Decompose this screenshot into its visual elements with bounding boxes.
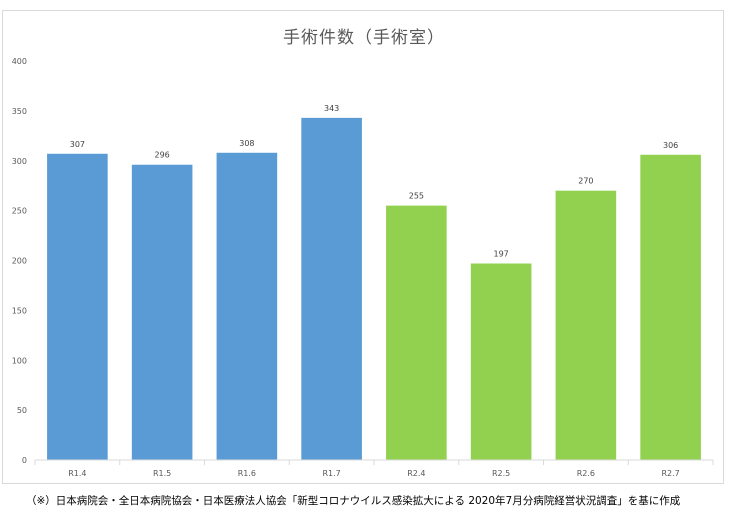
x-tick-label: R1.4 — [68, 469, 86, 478]
x-tick-label: R2.7 — [661, 469, 679, 478]
y-tick-label: 250 — [12, 207, 27, 216]
bar-R2.4 — [386, 205, 447, 460]
x-tick-label: R2.6 — [577, 469, 595, 478]
chart-title: 手術件数（手術室） — [283, 28, 445, 48]
data-label-R1.7: 343 — [324, 104, 339, 113]
bar-R2.7 — [640, 154, 701, 460]
data-label-R1.5: 296 — [154, 151, 169, 160]
x-tick-label: R1.7 — [322, 469, 340, 478]
y-tick-label: 350 — [12, 107, 27, 116]
y-tick-label: 300 — [12, 157, 27, 166]
source-footnote: （※）日本病院会・全日本病院協会・日本医療法人協会「新型コロナウイルス感染拡大に… — [26, 495, 681, 507]
bar-R2.5 — [470, 263, 532, 460]
bar-chart-plot: 0 50 100 150 200 250 300 350 400 307 R1.4 296 R1.5 30… — [12, 57, 714, 478]
y-tick-label: 150 — [12, 306, 27, 315]
bar-R1.5 — [131, 164, 193, 461]
bar-R1.7 — [301, 117, 362, 461]
bar-R1.6 — [216, 152, 278, 460]
y-tick-label: 200 — [12, 257, 27, 266]
data-label-R1.4: 307 — [70, 140, 85, 149]
y-tick-label: 0 — [22, 456, 27, 465]
y-tick-label: 400 — [12, 57, 27, 66]
data-label-R2.7: 306 — [663, 141, 678, 150]
data-label-R1.6: 308 — [239, 139, 254, 148]
x-tick-label: R1.6 — [238, 469, 256, 478]
bar-R1.4 — [47, 153, 108, 460]
x-tick-label: R1.5 — [153, 469, 171, 478]
data-label-R2.6: 270 — [578, 177, 593, 186]
bar-R2.6 — [555, 190, 617, 461]
data-label-R2.5: 197 — [493, 249, 508, 258]
y-tick-label: 100 — [12, 356, 27, 365]
data-label-R2.4: 255 — [409, 192, 424, 201]
x-tick-label: R2.5 — [492, 469, 510, 478]
y-tick-label: 50 — [17, 406, 27, 415]
x-tick-label: R2.4 — [407, 469, 425, 478]
chart-frame: 手術件数（手術室） 0 50 100 150 200 250 300 350 400 307 R1.… — [2, 10, 724, 484]
